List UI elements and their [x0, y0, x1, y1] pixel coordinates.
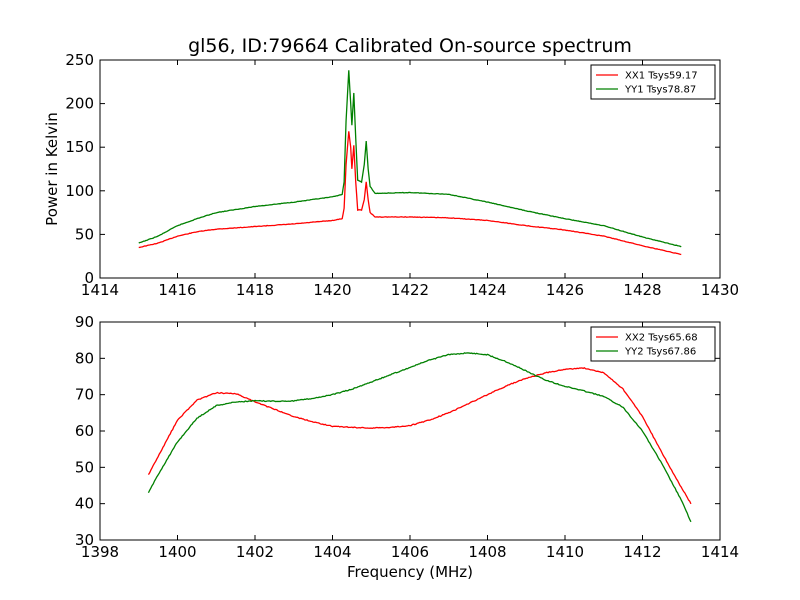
- panel-2: 1398 1400 1402 1404 1406 1408 1410 1412 1414 30 40…: [75, 313, 739, 561]
- y-tick-label: 250: [65, 51, 94, 69]
- x-tick-label: 1406: [391, 543, 429, 561]
- y-tick-label: 0: [84, 269, 94, 287]
- x-tick-label: 1426: [546, 281, 584, 299]
- x-tick-label: 1402: [236, 543, 274, 561]
- x-tick-label: 1404: [313, 543, 351, 561]
- series-line-2-2: [147, 352, 692, 523]
- x-tick-label: 1430: [701, 281, 739, 299]
- x-tick-label: 1398: [81, 543, 119, 561]
- x-tick-label: 1414: [81, 281, 119, 299]
- y-tick-label: 60: [75, 422, 94, 440]
- legend: XX2 Tsys65.68 YY2 Tsys67.86: [590, 326, 716, 362]
- legend-label: YY2 Tsys67.86: [624, 347, 696, 358]
- figure-title: gl56, ID:79664 Calibrated On-source spec…: [188, 35, 632, 57]
- x-tick-label: 1400: [158, 543, 196, 561]
- x-tick-label: 1416: [158, 281, 196, 299]
- x-axis-label: Frequency (MHz): [347, 563, 473, 581]
- y-tick-label: 90: [75, 313, 94, 331]
- x-tick-label: 1420: [313, 281, 351, 299]
- x-tick-label: 1424: [468, 281, 506, 299]
- y-tick-label: 50: [75, 458, 94, 476]
- y-tick-label: 40: [75, 495, 94, 513]
- y-tick-label: 100: [65, 182, 94, 200]
- y-axis-label: Power in Kelvin: [43, 112, 61, 226]
- series-line-2-1: [147, 367, 692, 505]
- y-tick-label: 70: [75, 386, 94, 404]
- legend: XX1 Tsys59.17 YY1 Tsys78.87: [590, 64, 716, 100]
- x-tick-label: 1414: [701, 543, 739, 561]
- series-line-1-2: [138, 70, 682, 248]
- y-tick-label: 30: [75, 531, 94, 549]
- panel-1: 1414 1416 1418 1420 1422 1424 1426 1428 1430 0 50 1…: [43, 51, 739, 299]
- legend-label: XX1 Tsys59.17: [625, 71, 698, 82]
- x-tick-label: 1422: [391, 281, 429, 299]
- y-tick-label: 150: [65, 138, 94, 156]
- legend-box: [590, 64, 716, 100]
- x-tick-label: 1428: [623, 281, 661, 299]
- x-tick-label: 1418: [236, 281, 274, 299]
- legend-label: YY1 Tsys78.87: [624, 85, 696, 96]
- x-tick-label: 1408: [468, 543, 506, 561]
- y-tick-label: 50: [75, 225, 94, 243]
- x-tick-label: 1410: [546, 543, 584, 561]
- y-tick-label: 80: [75, 349, 94, 367]
- legend-box: [590, 326, 716, 362]
- legend-label: XX2 Tsys65.68: [625, 333, 698, 344]
- y-tick-label: 200: [65, 95, 94, 113]
- series-line-1-1: [138, 131, 682, 256]
- x-tick-label: 1412: [623, 543, 661, 561]
